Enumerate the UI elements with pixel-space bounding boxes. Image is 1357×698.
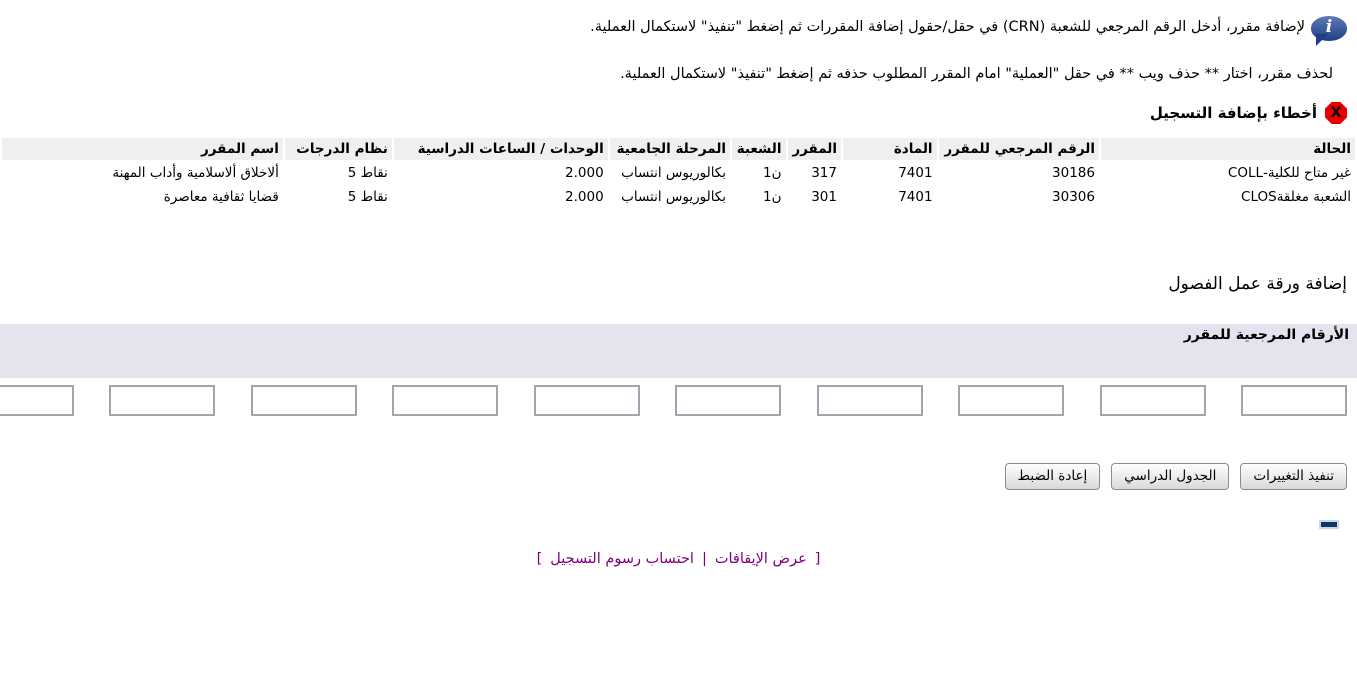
column-header: الرقم المرجعي للمقرر: [938, 138, 1099, 160]
table-header-row: الحالة الرقم المرجعي للمقرر المادة المقرر ال…: [2, 138, 1355, 160]
instructions-block: لإضافة مقرر، أدخل الرقم المرجعي للشعبة (…: [0, 0, 1357, 82]
column-header: المرحلة الجامعية: [609, 138, 731, 160]
instruction-text-add: لإضافة مقرر، أدخل الرقم المرجعي للشعبة (…: [590, 19, 1305, 35]
column-header: الشعبة: [732, 138, 786, 160]
add-classes-worksheet-title: إضافة ورقة عمل الفصول: [1168, 274, 1347, 294]
footer-close-bracket: ]: [536, 551, 543, 567]
error-table-cell: 317: [811, 165, 837, 181]
error-table-cell: ن1: [762, 165, 782, 181]
column-header: المادة: [842, 138, 937, 160]
crn-input[interactable]: [250, 385, 357, 416]
registration-fees-link[interactable]: احتساب رسوم التسجيل: [550, 551, 694, 567]
crn-input[interactable]: [1240, 385, 1347, 416]
stop-x-icon: [1325, 102, 1347, 124]
crn-input[interactable]: [958, 385, 1065, 416]
error-table-cell: ألاخلاق ألاسلامية وأداب المهنة: [112, 165, 279, 181]
error-table-cell: ن1: [762, 189, 782, 205]
form-buttons-row: تنفيذ التغييرات الجدول الدراسي إعادة الضبط: [0, 463, 1347, 490]
crn-input[interactable]: [1099, 385, 1206, 416]
view-holds-link[interactable]: عرض الإيقافات: [714, 551, 807, 567]
error-table-cell: 30186: [1052, 165, 1095, 181]
error-table-cell: 7401: [898, 189, 933, 205]
error-table-row: الشعبة مغلقةCLOS 30306 7401 301 ن1 بكالوريوس …: [2, 186, 1355, 208]
crn-input[interactable]: [109, 385, 216, 416]
error-table-cell: 30306: [1052, 189, 1095, 205]
footer-open-bracket: [: [814, 551, 821, 567]
crn-input[interactable]: [675, 385, 782, 416]
error-table-cell: قضايا ثقافية معاصرة: [163, 189, 279, 205]
crn-input[interactable]: [533, 385, 640, 416]
error-table-cell: بكالوريوس انتساب: [621, 189, 727, 205]
registration-errors-title: أخطاء بإضافة التسجيل: [1149, 104, 1317, 122]
error-table-cell: 2.000: [565, 189, 604, 205]
error-table-cell: نقاط 5: [347, 189, 388, 205]
registration-errors-table: الحالة الرقم المرجعي للمقرر المادة المقرر ال…: [0, 136, 1357, 210]
crn-input[interactable]: [0, 385, 74, 416]
error-table-cell: 7401: [898, 165, 933, 181]
error-table-cell: غير متاح للكلية-COLL: [1227, 165, 1351, 181]
instruction-text-drop: لحذف مقرر، اختار ** حذف ويب ** في حقل "ا…: [620, 66, 1333, 82]
separator-dash: [1319, 520, 1339, 529]
column-header: الوحدات / الساعات الدراسية: [393, 138, 608, 160]
error-table-cell: الشعبة مغلقةCLOS: [1241, 189, 1351, 205]
error-table-cell: نقاط 5: [347, 165, 388, 181]
submit-changes-button[interactable]: تنفيذ التغييرات: [1240, 463, 1347, 490]
error-table-cell: 301: [811, 189, 837, 205]
footer-links: [ عرض الإيقافات | احتساب رسوم التسجيل]: [0, 551, 1357, 567]
column-header: الحالة: [1100, 138, 1355, 160]
footer-separator: |: [701, 551, 707, 567]
crn-input-row: [0, 385, 1347, 416]
class-schedule-button[interactable]: الجدول الدراسي: [1111, 463, 1230, 490]
error-table-row: غير متاح للكلية-COLL 30186 7401 317 ن1 بكالور…: [2, 162, 1355, 184]
error-table-cell: بكالوريوس انتساب: [621, 165, 727, 181]
error-table-cell: 2.000: [565, 165, 604, 181]
column-header: نظام الدرجات: [284, 138, 392, 160]
reset-button[interactable]: إعادة الضبط: [1004, 463, 1101, 490]
instruction-line-drop: لحذف مقرر، اختار ** حذف ويب ** في حقل "ا…: [0, 61, 1347, 82]
crn-label: الأرقام المرجعية للمقرر: [1183, 327, 1349, 343]
crn-label-bar: الأرقام المرجعية للمقرر: [0, 324, 1357, 378]
info-icon: [1311, 16, 1347, 46]
crn-input[interactable]: [816, 385, 923, 416]
instruction-line-add: لإضافة مقرر، أدخل الرقم المرجعي للشعبة (…: [0, 14, 1347, 46]
column-header: اسم المقرر: [2, 138, 283, 160]
crn-input[interactable]: [392, 385, 499, 416]
registration-errors-heading: أخطاء بإضافة التسجيل: [0, 102, 1347, 124]
column-header: المقرر: [787, 138, 841, 160]
